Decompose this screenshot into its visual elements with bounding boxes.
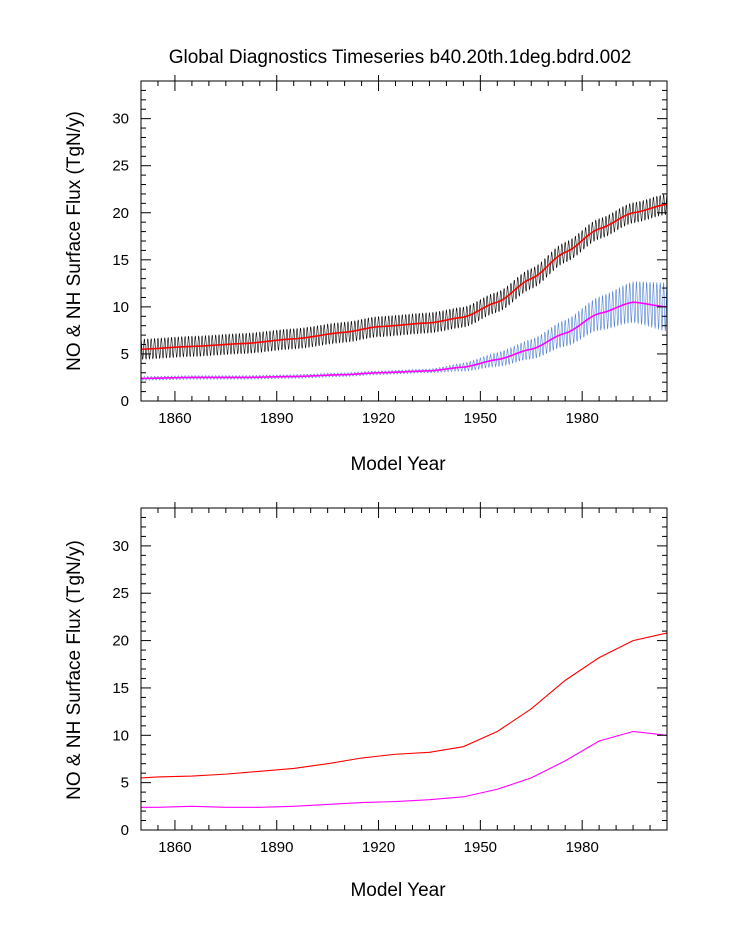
bottom-y-tick-label: 10 xyxy=(112,727,129,744)
bottom-x-tick-label: 1860 xyxy=(158,839,191,856)
bottom-y-tick-label: 25 xyxy=(112,585,129,602)
bottom-panel: 1860 1890 1920 1950 1980 0 5 10 15 20 25 30 Model Y… xyxy=(64,502,668,901)
bottom-x-tick-label: 1980 xyxy=(565,839,598,856)
bottom-x-tick-label: 1950 xyxy=(464,839,497,856)
bottom-x-tick-label: 1890 xyxy=(260,839,293,856)
top-y-tick-label: 5 xyxy=(121,346,129,363)
bottom-series-1-nh_annual xyxy=(141,730,667,808)
bottom-y-tick-label: 15 xyxy=(112,680,129,697)
top-y-tick-label: 10 xyxy=(112,299,129,316)
top-x-tick-label: 1860 xyxy=(158,410,191,427)
top-x-tick-label: 1920 xyxy=(362,410,395,427)
top-series-3-nh_annual xyxy=(141,301,667,380)
top-x-tick-label: 1890 xyxy=(260,410,293,427)
bottom-x-axis-title: Model Year xyxy=(350,880,446,901)
top-series-0-no_monthly xyxy=(141,193,667,360)
top-y-tick-label: 15 xyxy=(112,252,129,269)
top-y-tick-label: 0 xyxy=(121,393,129,410)
bottom-axes: 1860 1890 1920 1950 1980 0 5 10 15 20 25 30 xyxy=(112,502,668,856)
top-y-tick-label: 25 xyxy=(112,158,129,175)
top-series-1-nh_monthly xyxy=(141,281,667,381)
top-x-tick-label: 1980 xyxy=(565,410,598,427)
top-panel: 1860 1890 1920 1950 1980 0 5 10 15 20 25 30 Model Y… xyxy=(64,75,668,475)
chart-title: Global Diagnostics Timeseries b40.20th.1… xyxy=(169,47,632,68)
top-y-tick-label: 30 xyxy=(112,111,129,128)
top-plot-data xyxy=(141,193,667,381)
top-axes: 1860 1890 1920 1950 1980 0 5 10 15 20 25 30 xyxy=(112,75,668,427)
bottom-series-0-no_annual xyxy=(141,632,667,779)
top-y-tick-label: 20 xyxy=(112,205,129,222)
top-x-axis-title: Model Year xyxy=(350,454,446,475)
bottom-plot-frame xyxy=(140,507,668,831)
bottom-y-tick-label: 30 xyxy=(112,538,129,555)
bottom-plot-data xyxy=(141,632,667,808)
top-series-2-no_annual xyxy=(141,203,667,351)
top-y-axis-title: NO & NH Surface Flux (TgN/y) xyxy=(64,111,85,371)
bottom-y-tick-label: 5 xyxy=(121,775,129,792)
bottom-x-tick-label: 1920 xyxy=(362,839,395,856)
top-x-tick-label: 1950 xyxy=(464,410,497,427)
bottom-y-axis-title: NO & NH Surface Flux (TgN/y) xyxy=(64,540,85,800)
bottom-y-tick-label: 0 xyxy=(121,822,129,839)
bottom-y-tick-label: 20 xyxy=(112,633,129,650)
